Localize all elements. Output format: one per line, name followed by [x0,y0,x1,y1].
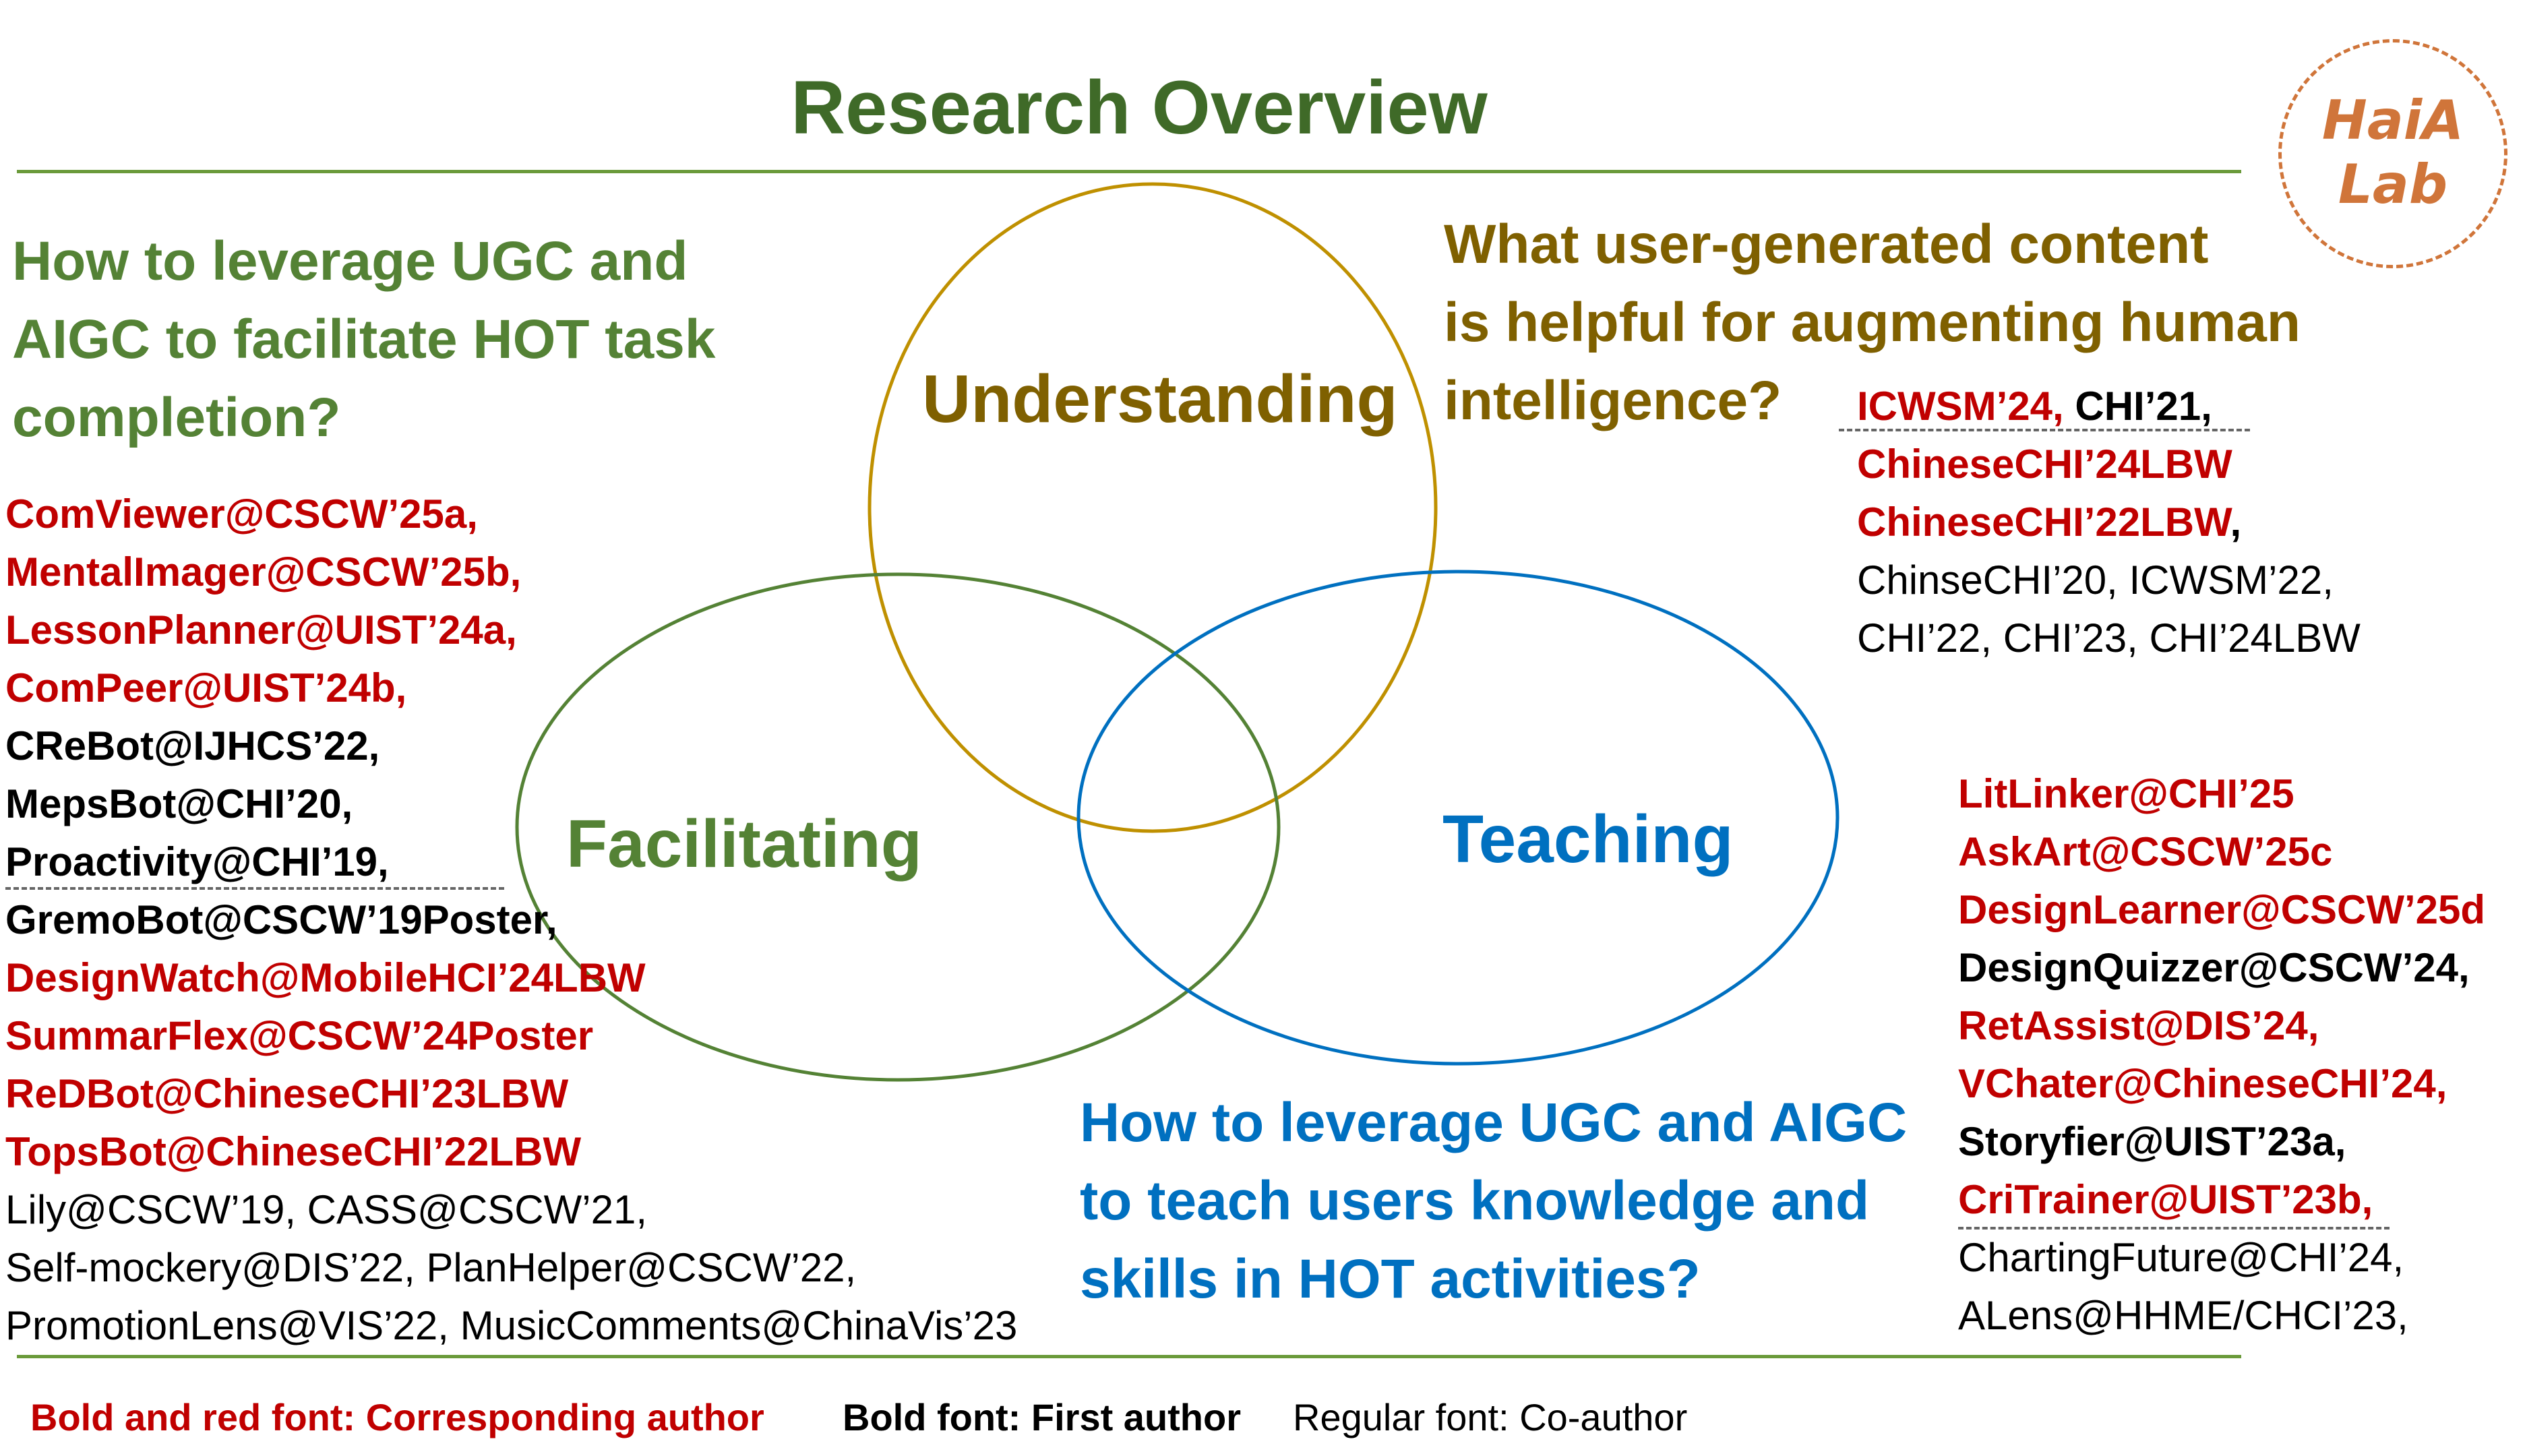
facilitating-references: ComViewer@CSCW’25a, MentalImager@CSCW’25… [5,485,1017,1355]
reference-item: ChartingFuture@CHI’24, [1958,1235,2404,1280]
reference-item: AskArt@CSCW’25c [1958,829,2333,874]
reference-item: Lily@CSCW’19, CASS@CSCW’21, [5,1187,648,1232]
facilitating-question: How to leverage UGC and AIGC to facilita… [12,222,715,457]
reference-item: Storyfier@UIST’23a, [1958,1119,2346,1164]
reference-item: Proactivity@CHI’19, [5,839,389,884]
reference-item: RetAssist@DIS’24, [1958,1003,2319,1048]
reference-item: MepsBot@CHI’20, [5,781,353,826]
title-divider [17,170,2241,173]
facilitating-circle [515,572,1281,1082]
reference-item: DesignLearner@CSCW’25d [1958,887,2486,932]
reference-item: ComPeer@UIST’24b, [5,665,407,710]
legend-first-author: Bold font: First author [843,1396,1242,1438]
reference-item: VChater@ChineseCHI’24, [1958,1061,2447,1106]
logo-line-1: HaiA [2321,89,2464,152]
reference-text: ChineseCHI’22LBW [1857,499,2230,545]
legend-corresponding-author: Bold and red font: Corresponding author [30,1396,764,1438]
reference-text: ICWSM’24, [1857,384,2064,429]
reference-item: CReBot@IJHCS’22, [5,723,380,768]
question-line: to teach users knowledge and [1080,1170,1870,1232]
understanding-dashed-divider [1839,429,2250,431]
question-line: is helpful for augmenting human [1444,292,2301,353]
question-line: intelligence? [1444,370,1782,431]
reference-item: ChineseCHI’24LBW [1857,442,2232,487]
question-line: AIGC to facilitate HOT task [12,309,716,370]
reference-item: ChineseCHI’22LBW, [1857,493,2361,551]
reference-item: CHI’22, CHI’23, CHI’24LBW [1857,615,2361,661]
reference-item: ReDBot@ChineseCHI’23LBW [5,1071,569,1116]
reference-item: TopsBot@ChineseCHI’22LBW [5,1129,582,1174]
reference-item: MentalImager@CSCW’25b, [5,549,522,595]
facilitating-label: Facilitating [566,806,922,882]
teaching-circle [1076,570,1839,1066]
reference-item: ALens@HHME/CHCI’23, [1958,1293,2408,1338]
teaching-dashed-divider [1958,1227,2390,1230]
reference-item: PromotionLens@VIS’22, MusicComments@Chin… [5,1303,1018,1348]
reference-item: CriTrainer@UIST’23b, [1958,1177,2373,1222]
question-line: How to leverage UGC and [12,231,688,292]
reference-text: CHI’21, [2063,384,2212,429]
question-line: How to leverage UGC and AIGC [1080,1092,1908,1153]
question-line: completion? [12,387,341,448]
reference-item: DesignWatch@MobileHCI’24LBW [5,955,646,1000]
understanding-question: What user-generated content is helpful f… [1444,206,2301,440]
logo-line-2: Lab [2338,153,2448,216]
reference-item: ChinseCHI’20, ICWSM’22, [1857,557,2334,603]
footer-divider [17,1355,2241,1358]
reference-item: LitLinker@CHI’25 [1958,771,2294,816]
teaching-question: How to leverage UGC and AIGC to teach us… [1080,1084,1907,1318]
question-line: What user-generated content [1444,214,2209,275]
understanding-label: Understanding [922,361,1398,437]
reference-item: LessonPlanner@UIST’24a, [5,607,517,653]
page-title: Research Overview [791,65,1488,150]
reference-item: Self-mockery@DIS’22, PlanHelper@CSCW’22, [5,1245,857,1290]
legend-co-author: Regular font: Co-author [1293,1396,1688,1438]
reference-item: ComViewer@CSCW’25a, [5,491,478,537]
facilitating-dashed-divider [5,887,504,890]
understanding-references: ICWSM’24, CHI’21, ChineseCHI’24LBW Chine… [1857,377,2361,667]
question-line: skills in HOT activities? [1080,1248,1701,1310]
reference-item: ICWSM’24, CHI’21, [1857,377,2361,435]
teaching-references: LitLinker@CHI’25 AskArt@CSCW’25c DesignL… [1958,765,2485,1345]
reference-item: GremoBot@CSCW’19Poster, [5,897,557,942]
reference-item: SummarFlex@CSCW’24Poster [5,1013,594,1058]
reference-item: DesignQuizzer@CSCW’24, [1958,945,2470,990]
reference-text: , [2230,499,2242,545]
haia-lab-logo: HaiA Lab [2278,39,2507,268]
teaching-label: Teaching [1442,801,1734,877]
understanding-circle [868,182,1438,833]
